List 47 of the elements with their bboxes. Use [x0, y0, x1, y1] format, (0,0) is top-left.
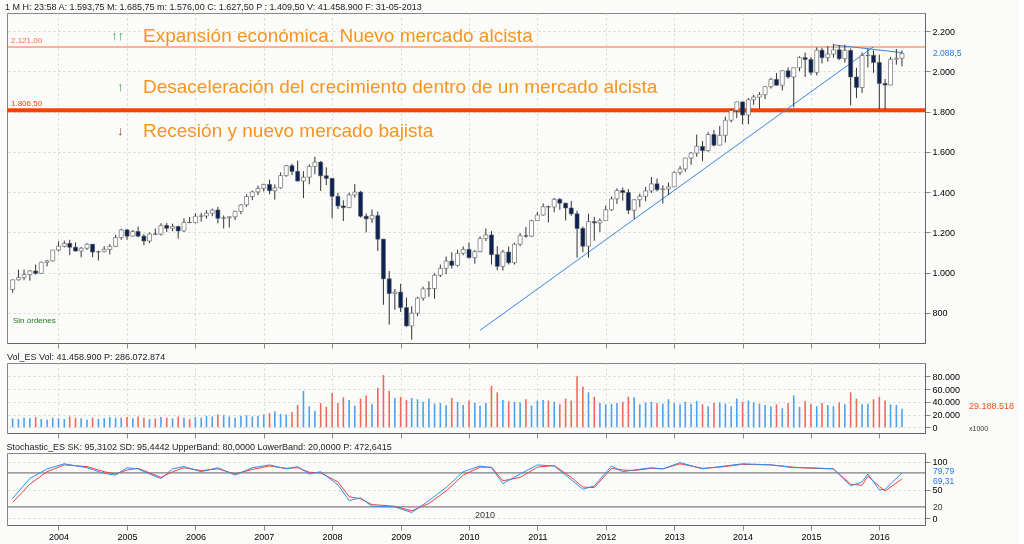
annotation: ↑ [117, 79, 124, 94]
ref-line-label: 2.121,00 [11, 36, 43, 46]
annotation: Expansión económica. Nuevo mercado alcista [143, 25, 534, 46]
y-tick-label: 2.200 [932, 26, 956, 37]
x-tick-label: 2008 [322, 531, 343, 542]
annotation: Sin órdenes [13, 316, 56, 325]
x-tick-label: 2005 [117, 531, 138, 542]
y-tick-label: 40.000 [932, 397, 961, 408]
x-tick-label: 2009 [391, 531, 412, 542]
y-tick-label: 60.000 [932, 384, 961, 395]
y-tick-label: 100 [932, 457, 948, 467]
text: 69,31 [933, 476, 955, 486]
text: 2.088,5 [933, 48, 962, 58]
y-tick-label: 0 [932, 513, 938, 524]
y-tick-label: 1.600 [932, 147, 956, 158]
y-tick-label: 1.000 [932, 268, 956, 279]
x-tick-label: 2013 [664, 531, 685, 542]
y-tick-label: 0 [932, 422, 938, 433]
y-tick-label: 80.000 [932, 371, 961, 382]
y-tick-label: 2.000 [932, 66, 956, 77]
x-tick-label: 2007 [254, 531, 275, 542]
chart-title: Vol_ES Vol: 41.458.900 P: 286.072.874 [7, 352, 166, 362]
x-tick-label: 2016 [869, 531, 890, 542]
annotation: ↓ [117, 123, 124, 138]
x-tick-label: 2014 [733, 531, 754, 542]
x-tick-label: 2011 [528, 531, 548, 542]
x-tick-label: 2012 [596, 531, 617, 542]
y-tick-label: 20.000 [932, 410, 961, 421]
chart-title: Stochastic_ES SK: 95,3102 SD: 95,4442 UpperBand: 80,0000 LowerBand: 20,0000 P: 472,6415 [6, 442, 392, 452]
annotation: ↑↑ [111, 28, 124, 43]
y-tick-label: 1.800 [932, 107, 956, 118]
annotation: 2010 [475, 510, 496, 520]
text: 79,79 [933, 466, 955, 476]
annotation: Desaceleración del crecimiento dentro de un mercado alcista [143, 76, 658, 97]
y-tick-label: 1.200 [932, 227, 956, 238]
text: 29.188.518 [969, 401, 1015, 411]
y-tick-label: 800 [932, 308, 948, 319]
x-tick-label: 2004 [48, 531, 70, 542]
x-tick-label: 2015 [801, 531, 822, 542]
y-tick-label: 1.400 [932, 187, 956, 198]
annotation: Recesión y nuevo mercado bajista [143, 120, 434, 141]
x-tick-label: 2010 [459, 531, 480, 542]
chart-title: 1 M H: 23:58 A: 1.593,75 M: 1.685,75 m: 1.576,00 C: 1.627,50 P : 1.409,50 V: 41.458.900 F: 31-05-2013 [5, 2, 422, 12]
y-tick-label: 50 [932, 485, 943, 496]
ref-line-label: 1.806,50 [11, 99, 43, 109]
text: 20 [933, 502, 943, 512]
x-tick-label: 2006 [185, 531, 206, 542]
